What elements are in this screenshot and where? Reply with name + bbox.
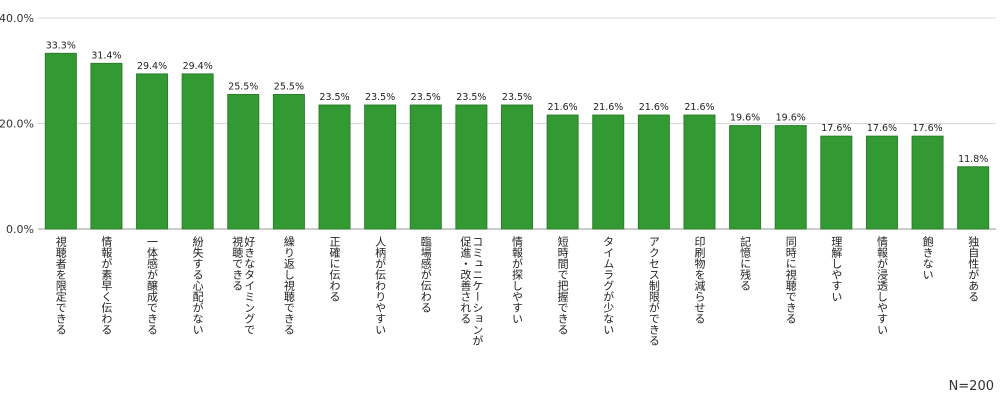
bar — [683, 114, 716, 230]
value-label: 23.5% — [502, 92, 532, 103]
value-label: 25.5% — [274, 81, 304, 92]
category-label: 独自性がある — [967, 236, 980, 302]
category-label: 印刷物を減らせる — [693, 236, 706, 324]
category-label: 短時間で把握できる — [556, 235, 569, 335]
category-label: コミュニケーションが — [471, 236, 484, 346]
category-label: アクセス制限ができる — [647, 236, 660, 346]
bar — [364, 104, 397, 230]
value-label: 23.5% — [319, 92, 349, 103]
bar — [227, 93, 260, 230]
value-label: 17.6% — [912, 123, 942, 134]
bar — [865, 135, 898, 230]
value-label: 23.5% — [456, 92, 486, 103]
value-label: 21.6% — [639, 102, 669, 113]
bar — [90, 62, 123, 230]
bar — [774, 125, 807, 230]
bar — [820, 135, 853, 230]
category-label: 情報が浸透しやすい — [875, 236, 888, 335]
value-label: 17.6% — [867, 123, 897, 134]
category-label: 紛失する心配がない — [191, 235, 204, 335]
category-label: 飽きない — [921, 235, 934, 280]
category-label: 理解しやすい — [830, 236, 843, 302]
category-label: 情報が探しやすい — [511, 236, 524, 324]
y-tick-label: 40.0% — [0, 12, 34, 25]
category-label: 一体感が醸成できる — [146, 236, 159, 335]
value-label: 19.6% — [730, 113, 760, 124]
bar — [272, 93, 305, 230]
value-label: 11.8% — [958, 154, 988, 165]
value-label: 25.5% — [228, 81, 258, 92]
category-label: 情報が素早く伝わる — [100, 236, 113, 335]
category-label: 臨場感が伝わる — [419, 236, 432, 313]
value-label: 33.3% — [46, 40, 76, 51]
category-label: 促進・改善される — [459, 235, 472, 324]
value-label: 23.5% — [365, 92, 395, 103]
bar — [318, 104, 351, 230]
value-label: 29.4% — [183, 61, 213, 72]
value-label: 21.6% — [593, 102, 623, 113]
y-tick-label: 0.0% — [6, 223, 34, 236]
category-label: タイムラグが少ない — [602, 236, 615, 335]
bar — [44, 52, 77, 230]
bar — [181, 73, 214, 230]
value-label: 23.5% — [411, 92, 441, 103]
bar — [455, 104, 488, 230]
bar — [546, 114, 579, 230]
value-label: 21.6% — [684, 102, 714, 113]
value-label: 31.4% — [91, 50, 121, 61]
bar — [637, 114, 670, 230]
y-tick-label: 20.0% — [0, 118, 34, 131]
bar — [957, 166, 990, 230]
bar — [911, 135, 944, 230]
category-label: 繰り返し視聴できる — [282, 235, 295, 335]
bar — [409, 104, 442, 230]
category-label: 視聴者を限定できる — [54, 235, 67, 335]
category-label: 同時に視聴できる — [784, 236, 797, 324]
category-label: 好きなタイミングで — [243, 235, 256, 335]
value-label: 17.6% — [821, 123, 851, 134]
bar — [729, 125, 762, 230]
category-label: 視聴できる — [231, 235, 244, 291]
sample-size-note: N=200 — [948, 379, 994, 394]
value-label: 21.6% — [548, 102, 578, 113]
bar — [136, 73, 169, 230]
bar — [592, 114, 625, 230]
value-label: 19.6% — [776, 113, 806, 124]
bar — [501, 104, 533, 230]
category-label: 正確に伝わる — [328, 236, 341, 302]
value-label: 29.4% — [137, 61, 167, 72]
category-label: 人柄が伝わりやすい — [374, 236, 387, 335]
category-label: 記憶に残る — [739, 235, 752, 291]
